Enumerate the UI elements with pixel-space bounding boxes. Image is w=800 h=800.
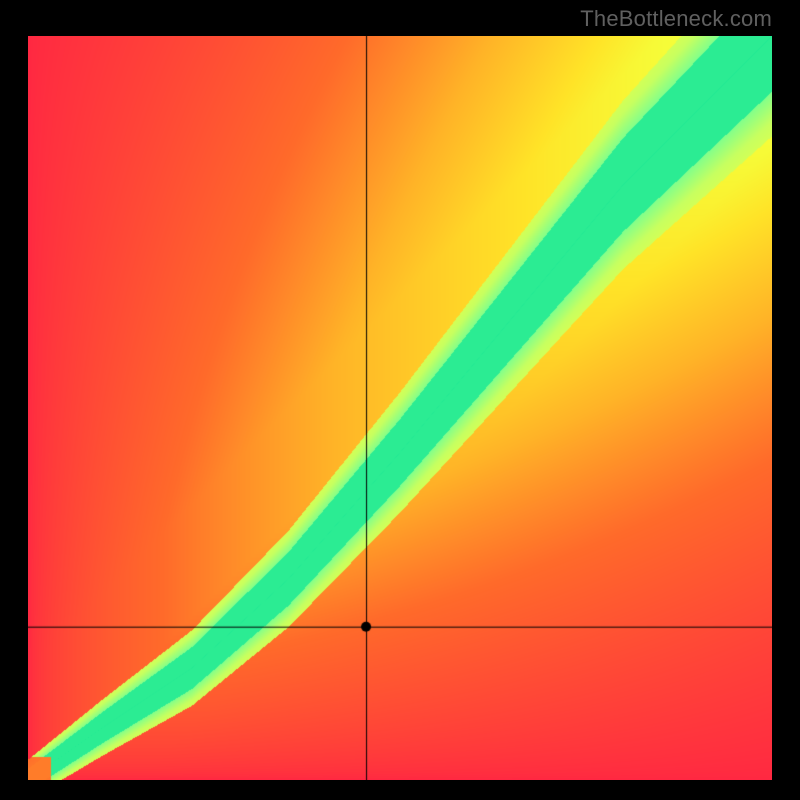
- heatmap-canvas: [28, 36, 772, 780]
- attribution-label: TheBottleneck.com: [580, 6, 772, 32]
- bottleneck-heatmap: [28, 36, 772, 780]
